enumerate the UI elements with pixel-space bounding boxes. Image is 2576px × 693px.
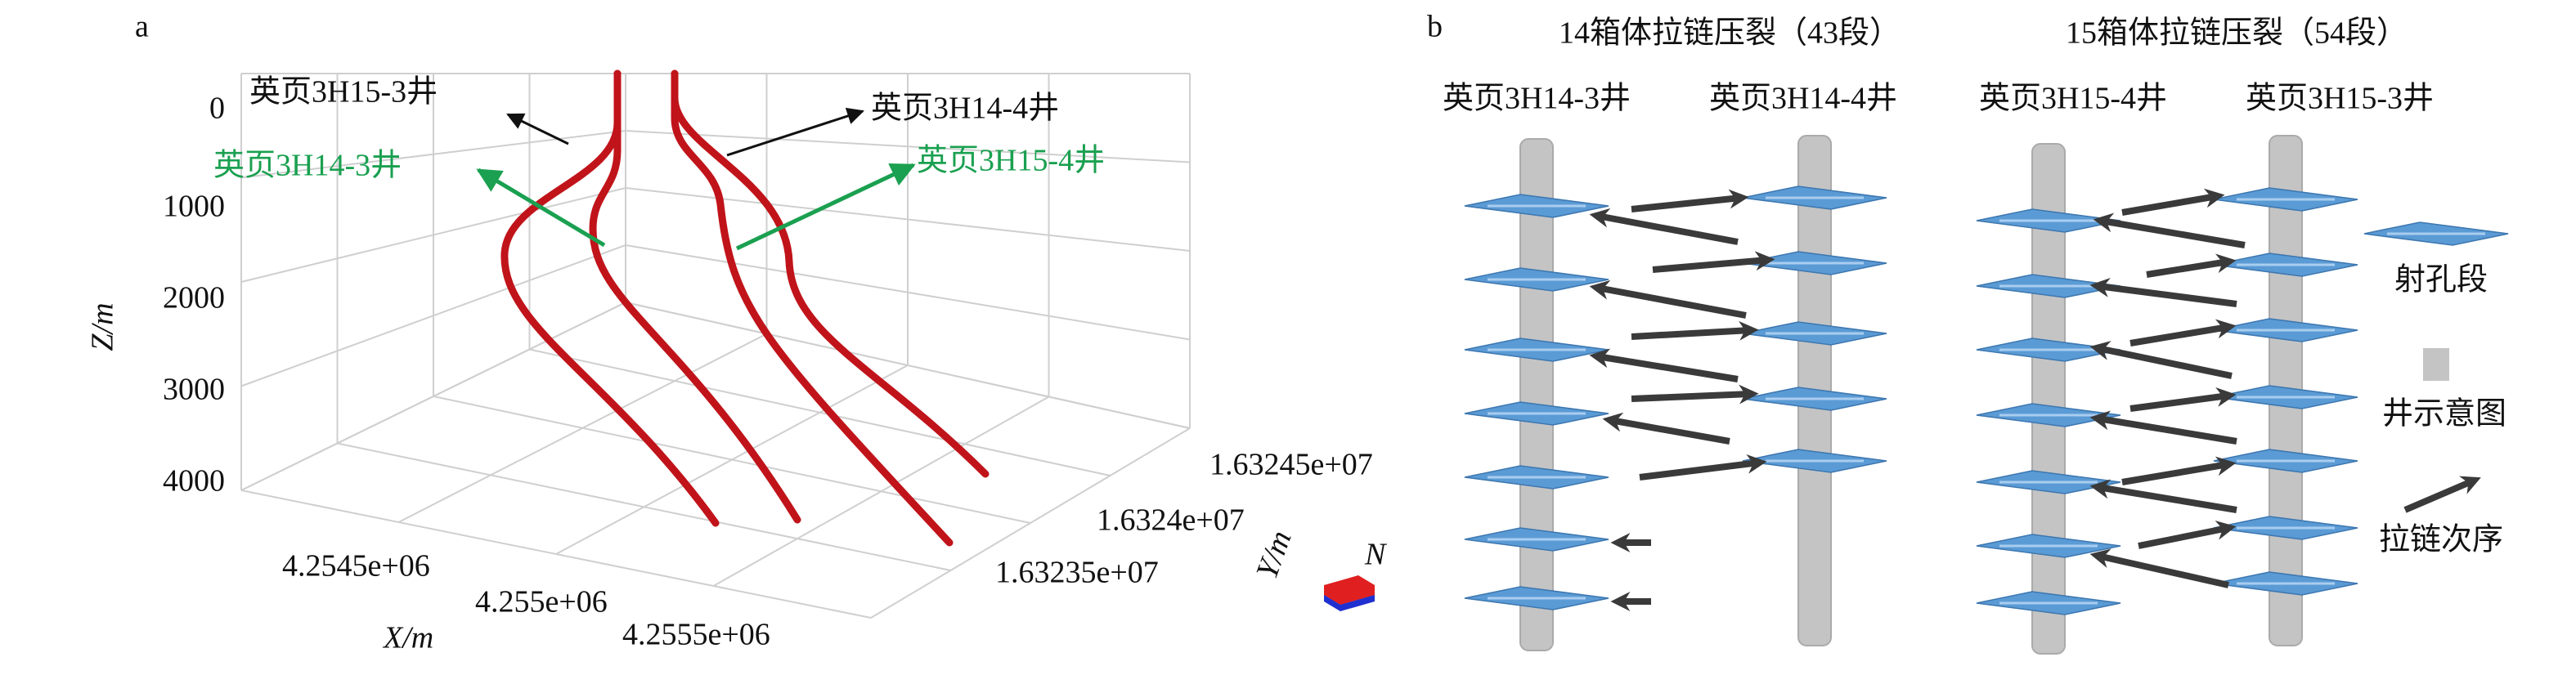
y-tick-label: 1.63235e+07: [995, 556, 1159, 590]
zipper-arrow: [1589, 279, 1747, 319]
grid-line: [529, 348, 1111, 476]
x-tick-label: 4.2555e+06: [622, 618, 770, 652]
legend-label: 射孔段: [2394, 263, 2488, 297]
z-tick-label: 2000: [163, 281, 225, 315]
z-tick-label: 1000: [163, 190, 225, 224]
zipper-arrow: [2121, 188, 2225, 216]
zipper-arrow: [1589, 208, 1739, 245]
grid-line: [713, 396, 1049, 587]
zipper-arrow: [2089, 548, 2229, 588]
north-indicator: [1324, 575, 1375, 611]
well-path: [671, 69, 990, 478]
well-name: 英页3H14-4井: [1709, 82, 1897, 116]
zipper-arrow: [2129, 387, 2237, 412]
zipper-arrow: [1631, 320, 1759, 341]
grid-line: [870, 427, 1191, 619]
zipper-arrow: [2089, 341, 2233, 379]
well-path: [500, 69, 720, 527]
z-axis-label: Z/m: [86, 302, 120, 351]
x-axis-label: X/m: [382, 621, 433, 655]
zipper-arrow: [2093, 212, 2246, 248]
north-label: N: [1364, 538, 1388, 572]
z-tick-label: 4000: [163, 464, 225, 499]
zipper-arrow: [2146, 253, 2237, 278]
legend-arrow: [2403, 476, 2481, 513]
y-axis-label: Y/m: [1250, 526, 1299, 583]
zipper-arrow: [1631, 189, 1749, 212]
well-label: 英页3H14-4井: [871, 92, 1059, 126]
well-schematic: [2031, 143, 2066, 655]
well-path: [671, 69, 954, 547]
well-label: 英页3H14-3井: [213, 149, 402, 183]
well-label: 英页3H15-4井: [917, 144, 1105, 178]
grid-line: [625, 302, 1191, 429]
zipper-arrows: [1589, 188, 2246, 611]
zipper-arrow: [2121, 456, 2237, 485]
x-tick-label: 4.255e+06: [475, 585, 608, 619]
group-title: 15箱体拉链压裂（54段）: [2066, 16, 2408, 51]
well-name: 英页3H15-3井: [2246, 82, 2434, 116]
perforations: [1464, 186, 2509, 615]
grid-line: [555, 364, 909, 555]
legend-label: 井示意图: [2382, 397, 2506, 431]
z-tick-label: 3000: [163, 373, 225, 407]
y-tick-label: 1.63245e+07: [1209, 448, 1373, 482]
zipper-arrow: [2129, 319, 2237, 346]
legend-label: 拉链次序: [2379, 523, 2503, 557]
zipper-arrow: [2138, 521, 2237, 549]
zipper-arrow: [1652, 251, 1775, 273]
well-schematic: [1519, 138, 1554, 651]
y-tick-label: 1.6324e+07: [1097, 503, 1245, 538]
pointer-arrow: [726, 107, 864, 157]
zipper-arrow: [2089, 277, 2237, 307]
pointer-arrow: [735, 163, 916, 251]
well-label: 英页3H15-3井: [249, 75, 438, 110]
z-tick-label: 0: [209, 92, 225, 126]
pointer-arrow: [506, 113, 569, 145]
panel-label: b: [1427, 10, 1443, 44]
well-name: 英页3H14-3井: [1443, 82, 1631, 116]
well-path: [589, 69, 801, 524]
zipper-arrow: [1631, 384, 1759, 405]
zipper-arrow: [2089, 410, 2237, 445]
panel-label: a: [135, 10, 149, 44]
zipper-arrow: [1602, 412, 1730, 445]
zipper-arrow: [1589, 348, 1739, 382]
pointer-arrow: [476, 168, 606, 248]
legend-swatch: [2423, 348, 2449, 381]
well-name: 英页3H15-4井: [1979, 82, 2167, 116]
well-trajectories: [500, 69, 990, 547]
zipper-arrow: [2089, 479, 2237, 513]
zipper-arrow: [1639, 454, 1767, 481]
group-title: 14箱体拉链压裂（43段）: [1559, 16, 1901, 51]
x-tick-label: 4.2545e+06: [282, 549, 430, 583]
